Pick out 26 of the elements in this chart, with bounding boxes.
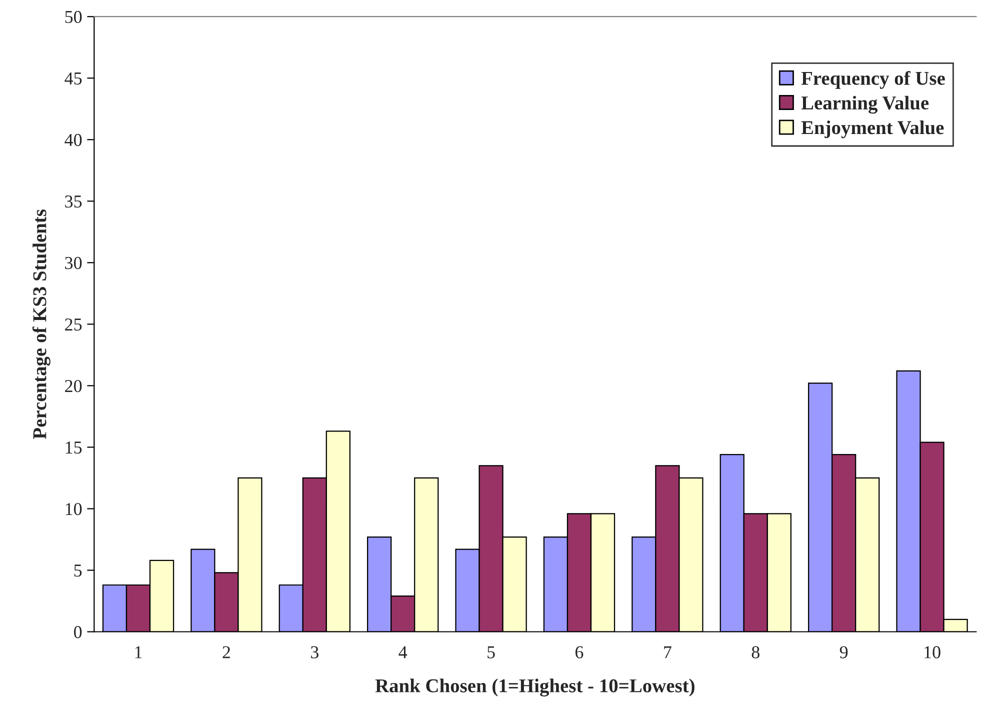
x-tick-label: 7 — [664, 646, 672, 658]
x-tick-label: 10 — [924, 646, 940, 658]
x-tick-label: 8 — [752, 646, 760, 658]
x-tick-label: 6 — [576, 646, 584, 658]
legend-label: Learning Value — [801, 96, 929, 114]
y-tick-label: 30 — [65, 256, 82, 270]
y-tick-label: 0 — [74, 626, 82, 638]
legend-label: Enjoyment Value — [801, 120, 944, 138]
y-axis-title: Percentage of KS3 Students — [32, 210, 50, 439]
x-tick-label: 3 — [310, 646, 318, 658]
x-tick-label: 5 — [488, 646, 495, 658]
legend-label: Frequency of Use — [801, 71, 945, 89]
x-tick-label: 1 — [135, 646, 142, 658]
y-tick-label: 50 — [65, 10, 82, 24]
y-tick-label: 20 — [65, 380, 82, 392]
y-tick-label: 35 — [65, 195, 82, 208]
y-tick-label: 10 — [66, 502, 82, 516]
y-tick-label: 45 — [64, 72, 82, 85]
x-axis-title: Rank Chosen (1=Highest - 10=Lowest) — [375, 678, 694, 696]
y-tick-label: 25 — [65, 318, 82, 331]
y-tick-label: 40 — [64, 134, 82, 146]
x-tick-label: 4 — [398, 646, 408, 658]
y-tick-label: 5 — [74, 564, 82, 577]
x-tick-label: 2 — [222, 646, 230, 658]
x-tick-label: 9 — [840, 646, 848, 658]
y-tick-label: 15 — [66, 442, 82, 454]
